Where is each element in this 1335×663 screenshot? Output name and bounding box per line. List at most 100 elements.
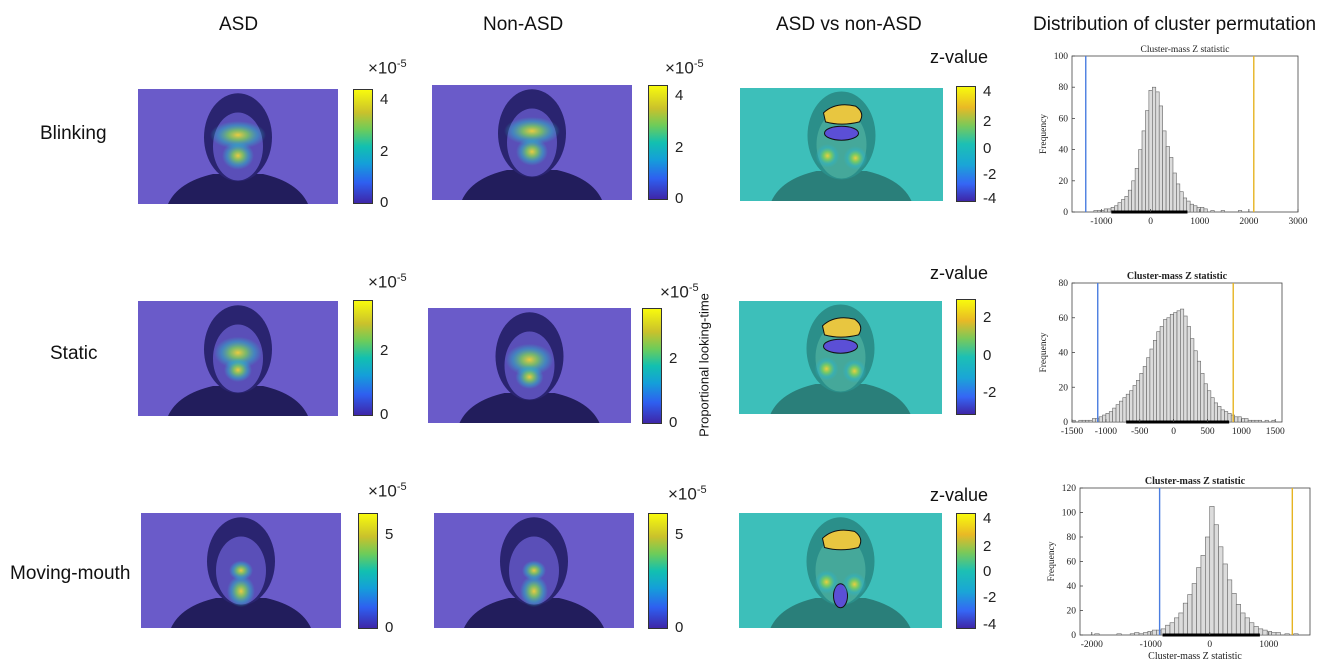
histogram-bar (1209, 506, 1215, 636)
x-tick-label: -1000 (1140, 640, 1162, 650)
gaze-hotspot (520, 575, 548, 608)
row-label-blinking: Blinking (40, 123, 107, 144)
histogram-bar (1129, 633, 1135, 636)
gaze-hotspot (214, 336, 262, 369)
histogram-bar (1213, 524, 1219, 636)
histogram-bar (1220, 210, 1225, 213)
histogram-bar (1129, 390, 1134, 423)
colorbar-tick-label: 2 (983, 537, 992, 555)
histogram-bar (1275, 632, 1281, 636)
x-tick-label: 0 (1207, 640, 1212, 650)
histogram-bar (1262, 629, 1268, 636)
heatmap-non-asd-static (428, 308, 631, 423)
histogram-bar (1220, 409, 1225, 423)
x-tick-label: 1000 (1259, 640, 1278, 650)
histogram-bar (1094, 633, 1100, 636)
histogram-title: Cluster-mass Z statistic (1145, 476, 1246, 487)
histogram-bar (1162, 130, 1167, 213)
colorbar-tick-label: 0 (380, 406, 389, 423)
histogram-bar (1103, 208, 1108, 213)
heatmap-asd-blinking (138, 89, 338, 204)
histogram-bar (1284, 633, 1290, 636)
gaze-hotspot (516, 137, 548, 166)
gaze-hotspot (227, 575, 255, 608)
histogram-bar (1102, 414, 1107, 423)
histogram-bar (1146, 357, 1151, 423)
y-tick-label: 100 (1054, 52, 1069, 62)
histogram-bar (1139, 373, 1144, 423)
histogram-bar (1197, 360, 1202, 423)
colorbar-tick-label: 5 (385, 526, 394, 544)
colorbar-tick-label: -2 (983, 588, 997, 606)
row-label-static: Static (50, 343, 98, 364)
histogram-bar (1218, 546, 1224, 636)
face-body-shape (770, 384, 911, 414)
y-tick-label: 20 (1067, 607, 1077, 617)
y-tick-label: 0 (1063, 418, 1068, 428)
histogram-bar (1165, 146, 1170, 213)
colorbar (353, 300, 373, 416)
y-tick-label: 40 (1059, 146, 1069, 156)
colorbar-tick-label: 0 (983, 139, 992, 157)
histogram-bar (1159, 326, 1164, 423)
histogram-bar (1271, 419, 1276, 423)
colorbar (353, 89, 373, 204)
proportional-looking-time-label: Proportional looking-time (696, 293, 712, 437)
histogram-bar (1119, 400, 1124, 423)
histogram-bar (1078, 419, 1083, 423)
y-tick-label: 80 (1067, 533, 1077, 543)
histogram-bar (1131, 180, 1136, 213)
histogram-moving-mouth: -2000 -1000 0 1000 0 20 40 60 80 100 120 Cluster-ma… (1047, 476, 1311, 662)
x-tick-label: -1000 (1090, 217, 1112, 227)
histogram-bar (1127, 189, 1132, 213)
colorbar (648, 85, 668, 200)
histogram-bar (1125, 393, 1130, 423)
colorbar-tick-label: 2 (380, 143, 389, 161)
histogram-bar (1237, 416, 1242, 423)
histogram-bar (1254, 419, 1259, 423)
histogram-bar (1179, 191, 1184, 213)
face-body-shape (770, 598, 911, 628)
histogram-bar (1210, 397, 1215, 423)
histogram-bar (1178, 612, 1184, 636)
x-tick-label: 2000 (1239, 217, 1258, 227)
colorbar (956, 86, 976, 202)
histogram-bar (1136, 380, 1141, 423)
column-header-asd-vs-non-asd: ASD vs non-ASD (776, 14, 922, 35)
y-tick-label: 40 (1059, 349, 1069, 359)
histogram-bar (1251, 419, 1256, 423)
colorbar-tick-label: -4 (983, 189, 997, 207)
histogram-bar (1172, 172, 1177, 213)
colorbar-tick-label: 0 (675, 190, 684, 207)
y-tick-label: 60 (1059, 114, 1069, 124)
gaze-hotspot (515, 365, 544, 389)
gaze-hotspot (842, 572, 867, 597)
histogram-bar (1235, 604, 1241, 636)
histogram-bar (1241, 418, 1246, 423)
y-tick-label: 80 (1059, 83, 1069, 93)
histogram-bar (1169, 622, 1175, 636)
column-header-asd: ASD (219, 14, 259, 35)
histogram-bar (1247, 419, 1252, 423)
histogram-bar (1183, 315, 1188, 423)
histogram-bar (1213, 402, 1218, 423)
colorbar-tick-label: 2 (983, 308, 992, 326)
histogram-bar (1147, 631, 1153, 636)
colorbar-tick-label: 0 (983, 563, 992, 581)
positive-cluster-contour (822, 104, 863, 125)
colorbar-exponent-label: ×10-5 (665, 58, 704, 78)
y-tick-label: 20 (1059, 383, 1069, 393)
colorbar (648, 513, 668, 629)
histogram-bar (1231, 593, 1237, 636)
colorbar-tick-label: 4 (380, 90, 389, 108)
colorbar-tick-label: 0 (385, 619, 394, 636)
histogram-bar (1169, 313, 1174, 423)
x-tick-label: 0 (1148, 217, 1153, 227)
histogram-bar (1098, 416, 1103, 423)
gaze-hotspot (504, 117, 560, 145)
histogram-bar (1158, 105, 1163, 213)
histogram-bar (1191, 583, 1197, 636)
gaze-hotspot (814, 356, 839, 381)
x-tick-label: 3000 (1289, 217, 1308, 227)
histogram-bar (1234, 416, 1239, 423)
